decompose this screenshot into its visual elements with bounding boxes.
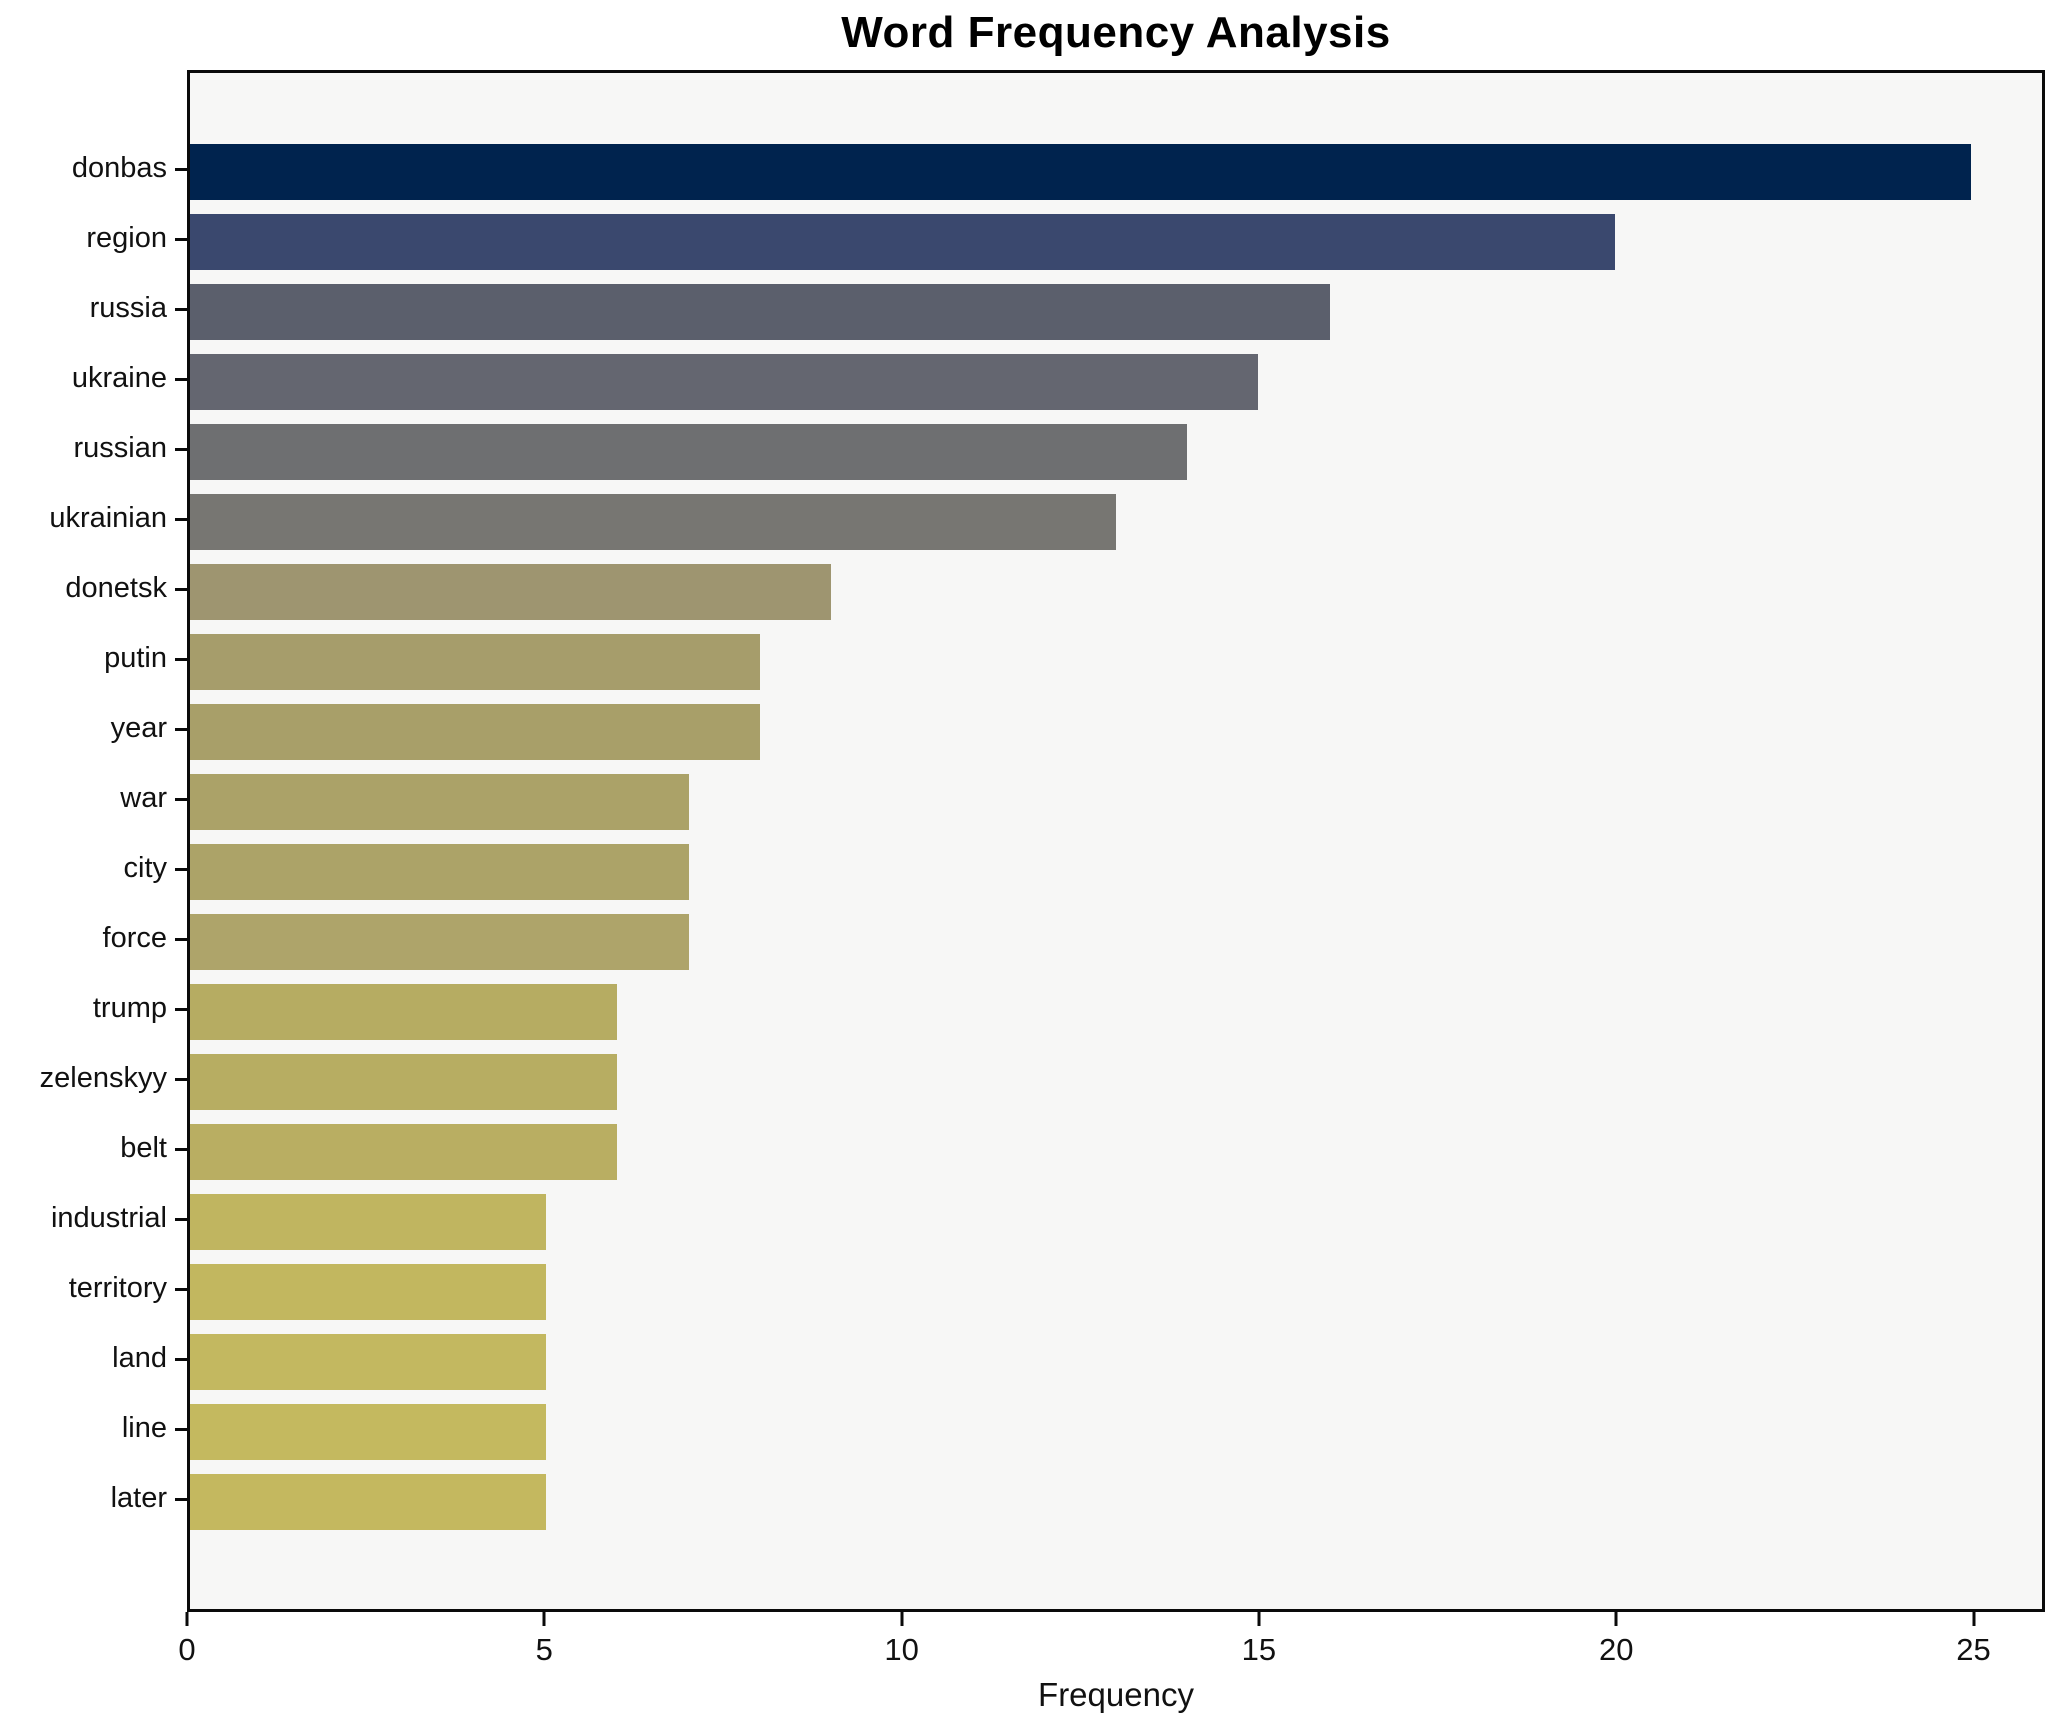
x-tick	[542, 1612, 546, 1626]
bar-industrial	[190, 1194, 547, 1250]
bar-row	[190, 984, 2042, 1040]
bar-zelenskyy	[190, 1054, 618, 1110]
bar-ukraine	[190, 354, 1259, 410]
bar-row	[190, 1264, 2042, 1320]
bar-row	[190, 1054, 2042, 1110]
bar-row	[190, 494, 2042, 550]
x-tick-label-10: 10	[884, 1632, 919, 1667]
x-tick	[185, 1612, 189, 1626]
y-tick	[175, 1077, 187, 1081]
bar-russia	[190, 284, 1330, 340]
y-tick	[175, 377, 187, 381]
bar-row	[190, 564, 2042, 620]
y-label-belt: belt	[120, 1132, 167, 1164]
bar-territory	[190, 1264, 547, 1320]
bar-ukrainian	[190, 494, 1116, 550]
y-tick	[175, 307, 187, 311]
y-tick	[175, 447, 187, 451]
bar-row	[190, 1404, 2042, 1460]
y-tick	[175, 587, 187, 591]
y-label-ukrainian: ukrainian	[49, 502, 167, 534]
y-tick	[175, 1007, 187, 1011]
y-label-war: war	[120, 782, 167, 814]
bar-row	[190, 424, 2042, 480]
x-tick	[1614, 1612, 1618, 1626]
bars-zone	[190, 73, 2042, 1609]
y-tick	[175, 517, 187, 521]
bar-land	[190, 1334, 547, 1390]
bar-row	[190, 214, 2042, 270]
bar-row	[190, 1194, 2042, 1250]
bar-row	[190, 634, 2042, 690]
x-tick	[900, 1612, 904, 1626]
x-tick-label-15: 15	[1241, 1632, 1277, 1667]
bar-row	[190, 1124, 2042, 1180]
bar-row	[190, 774, 2042, 830]
bar-donetsk	[190, 564, 832, 620]
y-tick	[175, 1217, 187, 1221]
y-tick	[175, 237, 187, 241]
bar-year	[190, 704, 760, 760]
y-tick	[175, 657, 187, 661]
y-label-russia: russia	[89, 292, 167, 324]
x-tick-label-5: 5	[535, 1632, 553, 1667]
y-label-donbas: donbas	[71, 152, 167, 184]
y-label-zelenskyy: zelenskyy	[39, 1062, 167, 1094]
bar-row	[190, 1474, 2042, 1530]
bar-row	[190, 1334, 2042, 1390]
y-label-region: region	[86, 222, 167, 254]
y-tick	[175, 937, 187, 941]
y-tick	[175, 167, 187, 171]
plot-area	[187, 70, 2045, 1612]
y-tick	[175, 797, 187, 801]
bar-row	[190, 144, 2042, 200]
y-label-land: land	[112, 1342, 167, 1374]
y-tick	[175, 727, 187, 731]
chart-title: Word Frequency Analysis	[841, 8, 1391, 57]
y-label-trump: trump	[92, 992, 167, 1024]
y-label-industrial: industrial	[50, 1202, 167, 1234]
bar-belt	[190, 1124, 618, 1180]
y-label-line: line	[121, 1412, 167, 1444]
bar-row	[190, 704, 2042, 760]
bar-city	[190, 844, 689, 900]
y-tick	[175, 1287, 187, 1291]
bar-putin	[190, 634, 760, 690]
y-label-territory: territory	[68, 1272, 167, 1304]
x-axis-label: Frequency	[1038, 1676, 1194, 1713]
y-label-donetsk: donetsk	[65, 572, 167, 604]
x-tick-label-0: 0	[178, 1632, 196, 1667]
bar-line	[190, 1404, 547, 1460]
x-tick	[1972, 1612, 1976, 1626]
y-label-ukraine: ukraine	[71, 362, 167, 394]
bar-row	[190, 354, 2042, 410]
y-tick	[175, 1357, 187, 1361]
bar-donbas	[190, 144, 1971, 200]
bar-row	[190, 284, 2042, 340]
bar-russian	[190, 424, 1188, 480]
y-label-russian: russian	[73, 432, 168, 464]
x-tick-label-25: 25	[1956, 1632, 1991, 1667]
bar-row	[190, 844, 2042, 900]
x-tick	[1257, 1612, 1261, 1626]
bar-region	[190, 214, 1615, 270]
y-label-force: force	[102, 922, 167, 954]
y-tick	[175, 1427, 187, 1431]
x-tick-label-20: 20	[1598, 1632, 1634, 1667]
y-label-putin: putin	[104, 642, 167, 674]
y-label-later: later	[110, 1482, 167, 1514]
bar-war	[190, 774, 689, 830]
y-tick	[175, 1497, 187, 1501]
bar-later	[190, 1474, 547, 1530]
bar-trump	[190, 984, 618, 1040]
y-label-year: year	[110, 712, 167, 744]
y-label-city: city	[123, 852, 168, 884]
y-tick	[175, 1147, 187, 1151]
bar-row	[190, 914, 2042, 970]
bar-force	[190, 914, 689, 970]
y-tick	[175, 867, 187, 871]
